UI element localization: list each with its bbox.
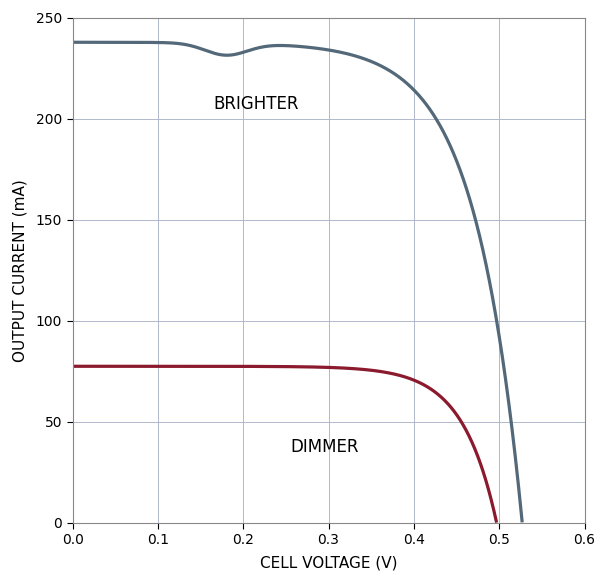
Text: DIMMER: DIMMER [290, 438, 359, 456]
X-axis label: CELL VOLTAGE (V): CELL VOLTAGE (V) [260, 556, 397, 571]
Y-axis label: OUTPUT CURRENT (mA): OUTPUT CURRENT (mA) [13, 179, 27, 361]
Text: BRIGHTER: BRIGHTER [213, 95, 299, 113]
